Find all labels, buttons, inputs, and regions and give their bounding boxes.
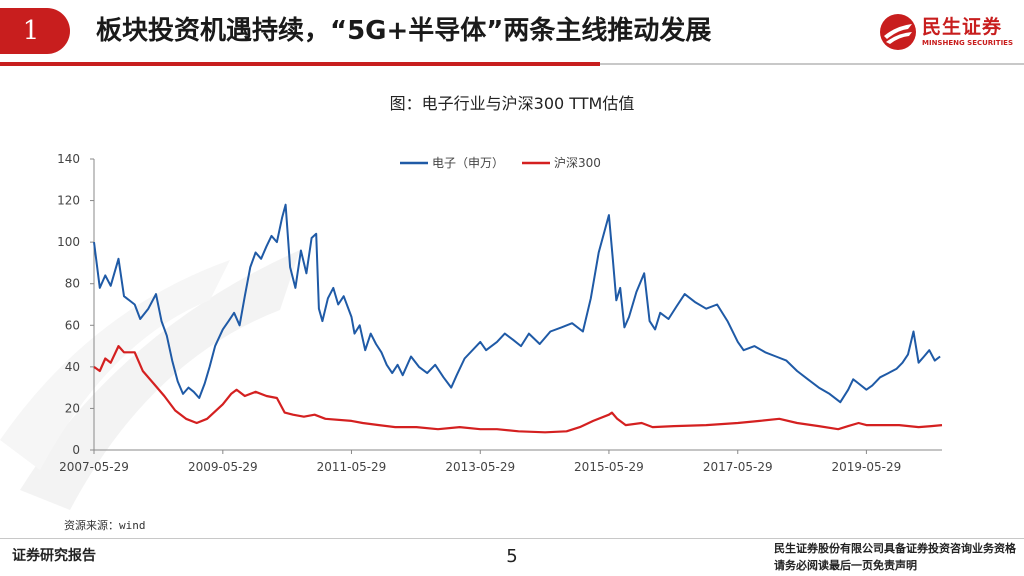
page-number: 5 [506,546,518,567]
slide-title: 板块投资机遇持续，“5G+半导体”两条主线推动发展 [96,16,712,46]
header-accent-rule [0,62,600,66]
background-watermark [0,250,300,510]
y-tick-label: 40 [65,360,80,374]
series-line-electronics [93,203,941,404]
disclaimer-line-2: 请务必阅读最后一页免责声明 [774,559,917,572]
x-tick-label: 2013-05-29 [445,460,515,474]
report-label: 证券研究报告 [12,548,96,564]
y-tick-label: 20 [65,401,80,415]
x-tick-label: 2015-05-29 [574,460,644,474]
minsheng-logo-icon [880,14,916,50]
footer-divider [0,538,1024,539]
y-tick-label: 0 [72,443,80,457]
x-tick-label: 2019-05-29 [832,460,902,474]
x-tick-label: 2007-05-29 [59,460,129,474]
y-tick-label: 100 [57,235,80,249]
y-tick-label: 60 [65,318,80,332]
y-tick-label: 140 [57,152,80,166]
y-tick-label: 120 [57,194,80,208]
y-tick-label: 80 [65,277,80,291]
x-tick-label: 2009-05-29 [188,460,258,474]
company-logo: 民生证券 MINSHENG SECURITIES [878,10,1018,54]
logo-text-cn: 民生证券 [922,16,1003,38]
chart-title: 图：电子行业与沪深300 TTM估值 [389,94,635,113]
disclaimer-line-1: 民生证券股份有限公司具备证券投资咨询业务资格 [774,542,1016,555]
slide-header: 1 板块投资机遇持续，“5G+半导体”两条主线推动发展 民生证券 MINSHEN… [0,0,1024,66]
section-number-badge: 1 [0,8,70,54]
disclaimer: 民生证券股份有限公司具备证券投资咨询业务资格 请务必阅读最后一页免责声明 [774,540,1016,574]
x-tick-label: 2017-05-29 [703,460,773,474]
source-note: 资源来源：wind [64,519,146,532]
header-divider [600,63,1024,65]
x-tick-label: 2011-05-29 [317,460,387,474]
legend-label-csi300: 沪深300 [554,156,601,170]
logo-text-en: MINSHENG SECURITIES [922,39,1013,47]
series-line-csi300 [93,345,943,434]
legend-label-electronics: 电子（申万） [432,156,504,170]
